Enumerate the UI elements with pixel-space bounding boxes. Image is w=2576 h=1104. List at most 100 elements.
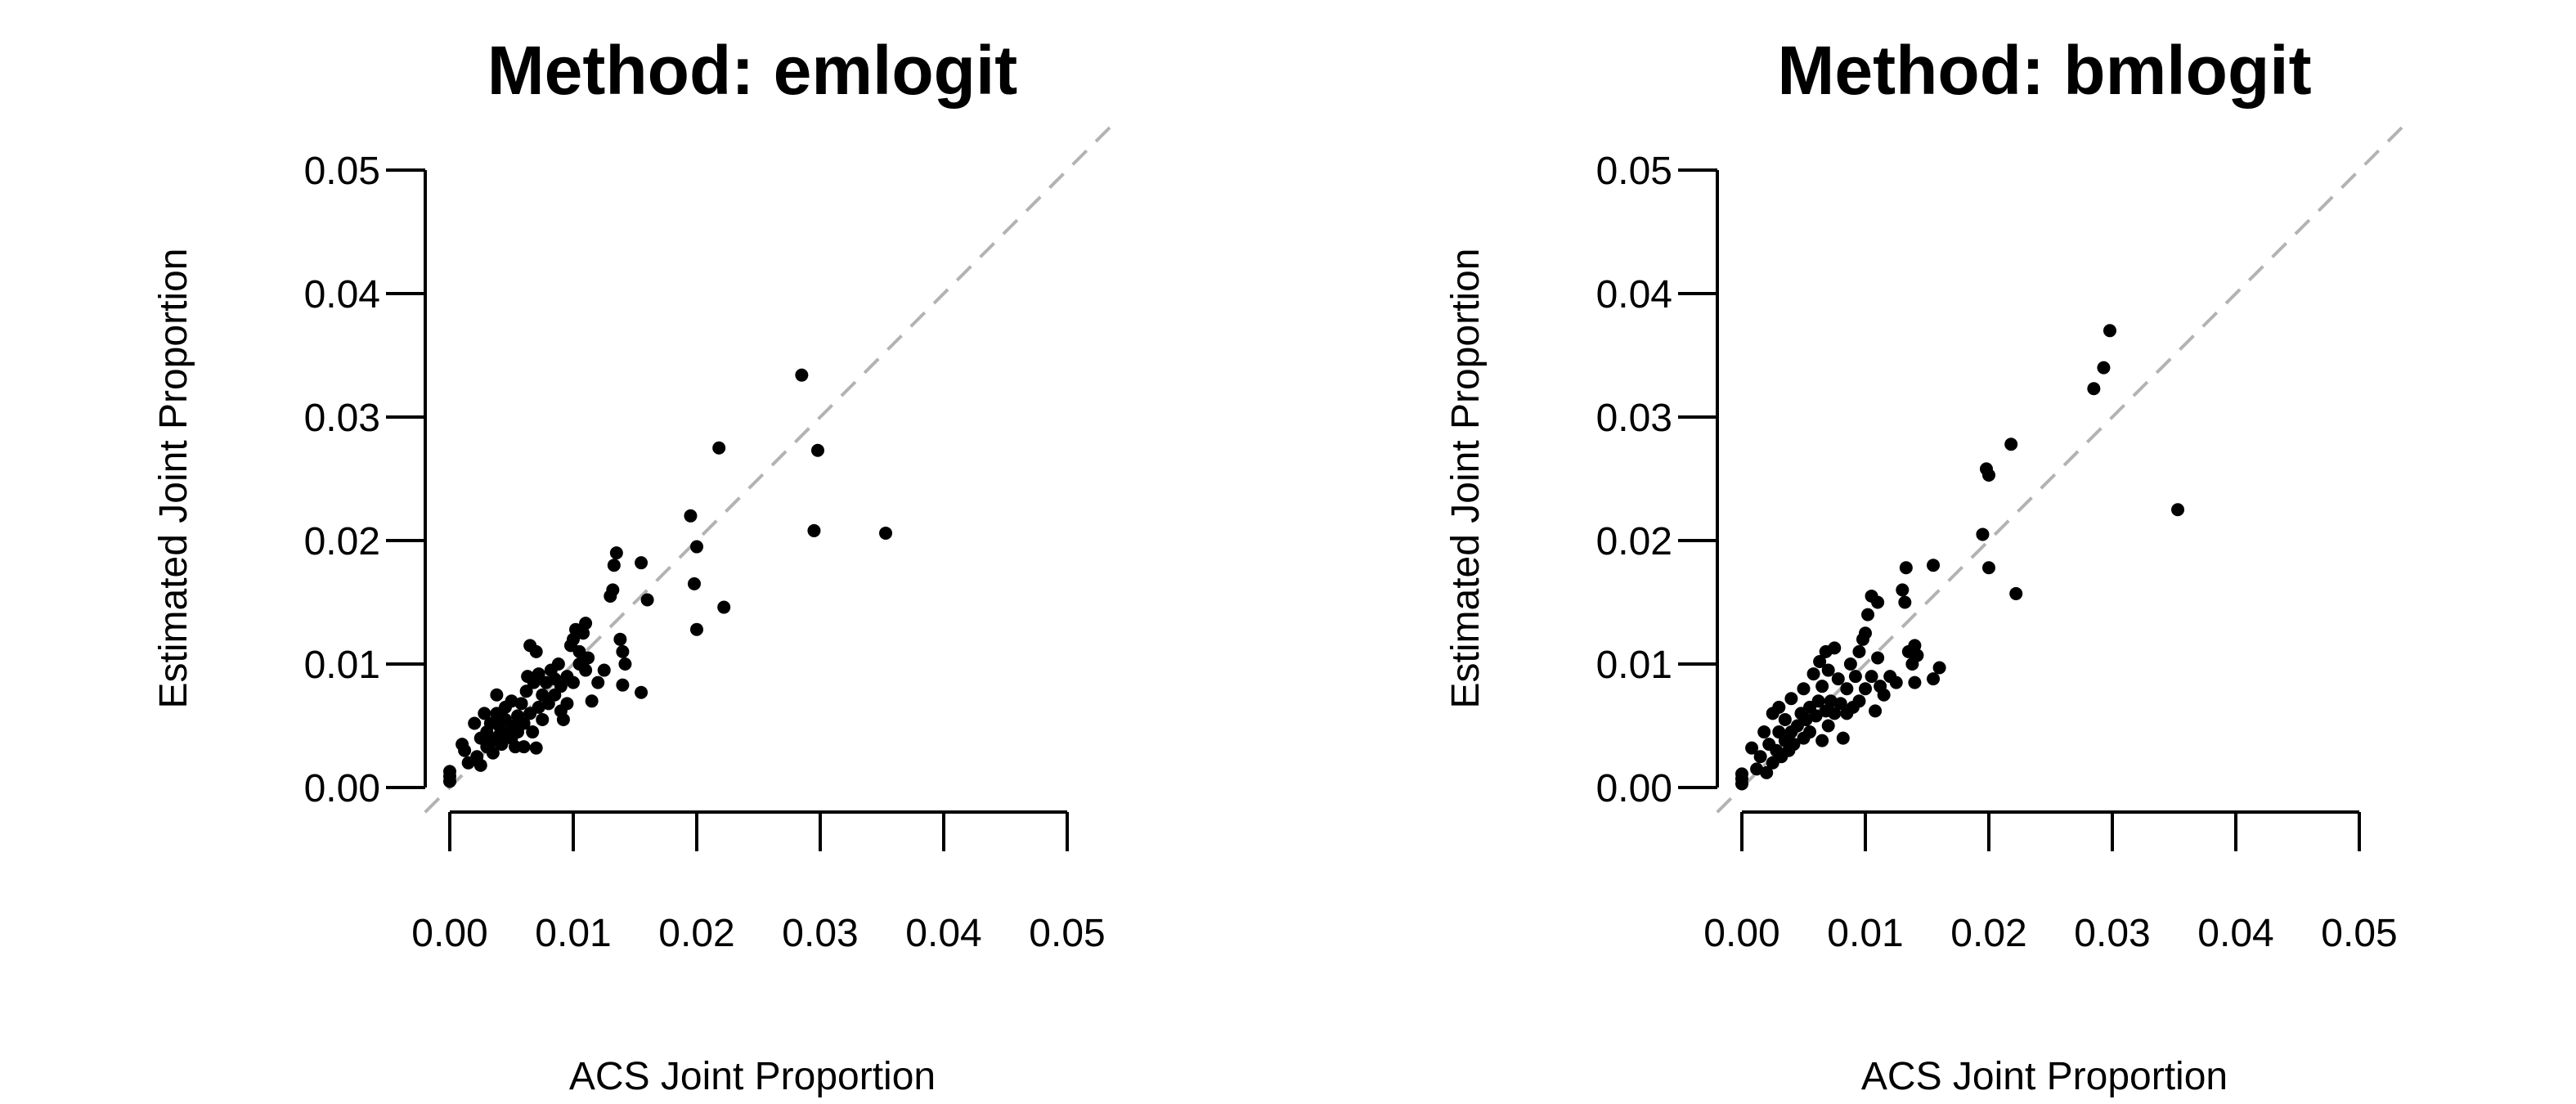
x-tick-label: 0.01 [535,912,611,955]
y-tick-label: 0.03 [1596,397,1672,440]
data-point [687,577,701,590]
data-point [1760,765,1774,779]
panel-emlogit: Method: emlogit Estimated Joint Proporti… [152,32,1112,1098]
panel-bmlogit: Method: bmlogit Estimated Joint Proporti… [1444,32,2404,1098]
data-point [1976,527,1990,541]
data-point [591,675,605,689]
data-point [1843,657,1857,671]
data-point [473,758,487,772]
data-point [1898,595,1912,609]
data-point [1784,692,1798,706]
data-point [807,523,821,537]
data-point [1811,694,1825,708]
data-point [486,746,500,760]
data-point [1848,670,1862,684]
data-point [1815,734,1829,747]
data-point [2171,503,2185,517]
data-point [478,707,491,720]
data-point [1831,672,1845,686]
data-point [1824,694,1838,708]
x-tick-label: 0.02 [1950,912,2026,955]
y-tick-label: 0.02 [1596,520,1672,563]
y-tick-label: 0.01 [1596,644,1672,687]
data-point [2103,324,2116,338]
data-point [1871,651,1885,665]
data-point [1852,694,1866,708]
data-point [1869,704,1883,718]
x-axis-label: ACS Joint Proportion [1861,1055,2228,1098]
data-point [554,680,568,693]
data-point [526,725,540,739]
data-point [1910,648,1924,662]
data-point [1745,741,1759,755]
data-point [532,700,545,714]
data-point [458,743,472,757]
data-point [1797,682,1811,696]
data-point [560,697,574,711]
data-point [567,675,580,689]
data-point [468,716,482,730]
data-point [1861,608,1875,622]
data-point [1982,561,1995,575]
data-point [1865,670,1878,684]
data-point [505,694,518,708]
data-point [1833,697,1847,711]
data-point [690,540,703,554]
y-tick-label: 0.04 [304,273,380,316]
y-tick-label: 0.02 [304,520,380,563]
data-point [517,716,531,730]
data-point [606,583,620,597]
data-point [517,740,531,754]
y-axis-label: Estimated Joint Proportion [1444,249,1488,709]
data-point [529,644,543,658]
data-point [1840,682,1854,696]
data-point [579,663,593,677]
data-point [810,443,824,457]
data-point [1896,583,1910,597]
data-point [581,651,595,665]
chart-title: Method: emlogit [487,32,1018,109]
data-point [536,712,550,726]
data-point [1889,675,1903,689]
data-point [2097,361,2111,375]
plot-area: 0.00 0.01 0.02 0.03 0.04 0.05 0.00 0.01 0.02 0.03… [304,125,1112,955]
data-point [577,626,590,640]
data-point [1852,644,1866,658]
data-point [1799,712,1813,726]
data-point [609,546,623,560]
data-point [443,765,456,779]
y-tick-label: 0.04 [1596,273,1672,316]
data-point [1927,559,1941,572]
data-point [579,617,593,631]
data-point [495,738,509,752]
data-point [1908,639,1922,653]
data-point [1859,626,1872,640]
data-point [1828,641,1842,655]
data-point [1809,709,1823,723]
data-point [1757,725,1771,739]
data-point [585,694,599,708]
x-tick-label: 0.05 [2321,912,2397,955]
x-tick-label: 0.04 [2197,912,2273,955]
data-point [1982,468,1995,482]
x-tick-label: 0.03 [782,912,858,955]
data-point [567,632,580,646]
data-point [1899,561,1913,575]
plot-area: 0.00 0.01 0.02 0.03 0.04 0.05 0.00 0.01 0.02 0.03… [1596,125,2404,955]
data-point [1787,738,1801,752]
x-axis-label: ACS Joint Proportion [569,1055,936,1098]
x-tick-label: 0.05 [1029,912,1105,955]
y-tick-label: 0.01 [304,644,380,687]
data-point [2004,438,2018,451]
data-point [490,688,504,702]
data-point [597,663,611,677]
x-tick-label: 0.01 [1827,912,1903,955]
data-point [616,678,630,692]
data-point [1803,725,1817,739]
data-point [2087,382,2101,396]
data-point [795,368,809,382]
data-point [1753,750,1767,764]
data-point [1821,663,1835,677]
data-point [635,556,648,570]
